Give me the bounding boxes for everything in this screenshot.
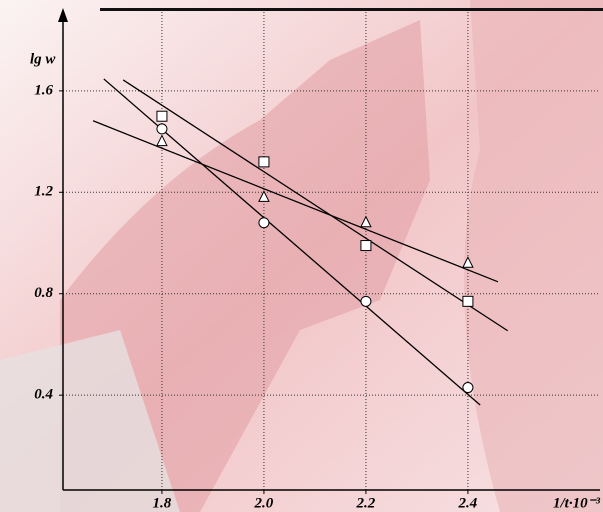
x-tick-label: 2.2 [356,495,376,511]
square-marker [259,157,269,167]
circle-marker [259,218,269,228]
y-axis-label: lg w [30,51,56,67]
square-marker [463,296,473,306]
circle-marker [157,124,167,134]
x-axis-label: 1/t·10⁻³ [553,495,601,511]
y-tick-label: 0.4 [34,387,53,403]
y-tick-label: 0.8 [34,285,53,301]
square-marker [361,241,371,251]
title-rule [100,8,603,11]
circle-marker [463,383,473,393]
x-tick-label: 2.4 [458,495,478,511]
circle-marker [361,296,371,306]
square-marker [157,111,167,121]
chart: lg w 1/t·10⁻³ 1.8 2.0 2.2 2.4 0.4 0.8 1.2 1.6 [0,0,603,512]
page: {"chart_data": {"type": "scatter", "y_la… [0,0,603,512]
x-tick-label: 2.0 [254,495,274,511]
background-shape [464,0,603,512]
x-tick-label: 1.8 [153,495,172,511]
y-tick-label: 1.6 [34,82,53,98]
y-tick-label: 1.2 [34,184,53,200]
